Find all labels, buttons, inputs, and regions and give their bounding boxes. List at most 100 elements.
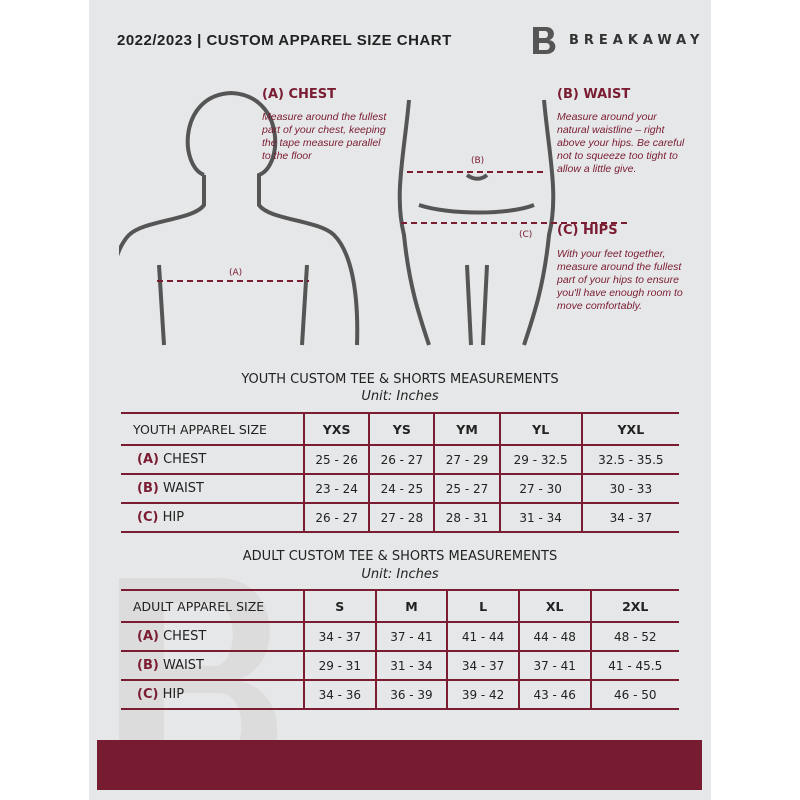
- brand-logo: BREAKAWAY: [529, 24, 704, 56]
- table-header-row: ADULT APPAREL SIZE S M L XL 2XL: [121, 589, 679, 623]
- table-cell: 39 - 42: [446, 679, 519, 710]
- table-cell: 34 - 36: [303, 679, 376, 710]
- text: (A): [137, 452, 159, 467]
- table-cell: 46 - 50: [589, 679, 679, 710]
- youth-table-title: YOUTH CUSTOM TEE & SHORTS MEASUREMENTS: [241, 372, 559, 387]
- youth-unit: Unit: Inches: [361, 389, 439, 404]
- brand-name: BREAKAWAY: [569, 32, 705, 48]
- text: HIP: [162, 510, 185, 525]
- body-diagram: (A) (B) (C): [119, 90, 631, 346]
- waist-instructions: Measure around your natural waistline – …: [557, 111, 685, 175]
- table-cell: 26 - 27: [302, 502, 370, 533]
- chest-heading: (A) CHEST: [262, 87, 337, 102]
- header-cell: YOUTH APPAREL SIZE: [121, 412, 304, 446]
- table-cell: 25 - 26: [302, 444, 370, 475]
- table-cell: 26 - 27: [368, 444, 435, 475]
- text: WAIST: [162, 658, 205, 673]
- table-row: (C) HIP 34 - 36 36 - 39 39 - 42 43 - 46 46 - …: [121, 679, 679, 710]
- table-cell: 36 - 39: [374, 679, 448, 710]
- text: [185, 90, 360, 346]
- text: [157, 264, 309, 346]
- table-cell: 27 - 28: [368, 502, 435, 533]
- waist-heading: (B) WAIST: [557, 87, 631, 102]
- text: HIP: [162, 687, 185, 702]
- table-cell: 31 - 34: [374, 650, 448, 681]
- text: (C): [137, 687, 159, 702]
- text: WAIST: [162, 481, 205, 496]
- header-cell: YL: [498, 412, 582, 446]
- waist-marker: (B): [471, 156, 484, 166]
- text: (B): [137, 658, 159, 673]
- youth-size-table: YOUTH APPAREL SIZE YXS YS YM YL YXL (A) CHES…: [121, 412, 679, 533]
- table-cell: 27 - 29: [433, 444, 500, 475]
- table-cell: 31 - 34: [498, 502, 582, 533]
- table-cell: 28 - 31: [433, 502, 500, 533]
- table-cell: (A) CHEST: [121, 621, 304, 652]
- table-cell: 37 - 41: [517, 650, 591, 681]
- table-cell: 34 - 37: [446, 650, 519, 681]
- table-row: (B) WAIST 23 - 24 24 - 25 25 - 27 27 - 30 30 …: [121, 473, 679, 504]
- text: [119, 175, 206, 257]
- table-row: (A) CHEST 34 - 37 37 - 41 41 - 44 44 - 48 48 …: [121, 621, 679, 652]
- size-chart-page: 2022/2023 | CUSTOM APPAREL SIZE CHART BR…: [89, 0, 711, 800]
- table-cell: (C) HIP: [121, 679, 304, 710]
- header-cell: YXL: [580, 412, 679, 446]
- text: [418, 203, 535, 215]
- text: CHEST: [163, 629, 207, 644]
- table-cell: 29 - 31: [303, 650, 376, 681]
- text: CHEST: [163, 452, 207, 467]
- header-cell: M: [374, 589, 448, 623]
- table-cell: (B) WAIST: [121, 650, 304, 681]
- table-cell: 44 - 48: [517, 621, 591, 652]
- table-cell: 32.5 - 35.5: [580, 444, 679, 475]
- adult-unit: Unit: Inches: [361, 567, 439, 582]
- text: (A): [137, 629, 159, 644]
- chest-instructions: Measure around the fullest part of your …: [262, 111, 387, 162]
- header-cell: S: [303, 589, 376, 623]
- adult-table-title: ADULT CUSTOM TEE & SHORTS MEASUREMENTS: [242, 549, 558, 564]
- text: (C): [137, 510, 159, 525]
- table-cell: 23 - 24: [302, 473, 370, 504]
- table-cell: 48 - 52: [589, 621, 679, 652]
- table-cell: 37 - 41: [374, 621, 448, 652]
- text: [533, 27, 556, 54]
- hips-marker: (C): [519, 230, 532, 240]
- page-title: 2022/2023 | CUSTOM APPAREL SIZE CHART: [117, 32, 452, 49]
- header-cell: L: [446, 589, 519, 623]
- table-cell: (C) HIP: [121, 502, 304, 533]
- table-cell: 41 - 44: [446, 621, 519, 652]
- table-cell: (B) WAIST: [121, 473, 304, 504]
- table-cell: 30 - 33: [580, 473, 679, 504]
- header-cell: 2XL: [589, 589, 679, 623]
- text: [522, 99, 556, 346]
- upper-body-silhouette: [119, 90, 360, 346]
- table-cell: 41 - 45.5: [589, 650, 679, 681]
- text: (B): [137, 481, 159, 496]
- table-row: (C) HIP 26 - 27 27 - 28 28 - 31 31 - 34 34 - …: [121, 502, 679, 533]
- table-cell: 25 - 27: [433, 473, 500, 504]
- table-cell: 43 - 46: [517, 679, 591, 710]
- header-cell: XL: [517, 589, 591, 623]
- footer-band: [97, 740, 702, 790]
- table-row: (A) CHEST 25 - 26 26 - 27 27 - 29 29 - 32.5 3…: [121, 444, 679, 475]
- table-header-row: YOUTH APPAREL SIZE YXS YS YM YL YXL: [121, 412, 679, 446]
- chest-marker: (A): [229, 268, 242, 278]
- table-cell: 34 - 37: [580, 502, 679, 533]
- hips-instructions: With your feet together, measure around …: [557, 248, 683, 312]
- text: [465, 264, 489, 346]
- header-cell: YM: [433, 412, 500, 446]
- table-cell: (A) CHEST: [121, 444, 304, 475]
- text: [465, 173, 489, 181]
- hips-heading: (C) HIPS: [557, 223, 618, 238]
- header-cell: ADULT APPAREL SIZE: [121, 589, 304, 623]
- text: [397, 99, 431, 346]
- table-row: (B) WAIST 29 - 31 31 - 34 34 - 37 37 - 41 41 …: [121, 650, 679, 681]
- header-cell: YS: [368, 412, 435, 446]
- table-cell: 24 - 25: [368, 473, 435, 504]
- adult-size-table: ADULT APPAREL SIZE S M L XL 2XL (A) CHEST 34 …: [121, 589, 679, 710]
- lower-body-silhouette: [397, 99, 556, 346]
- breakaway-b-icon: [533, 27, 556, 54]
- table-cell: 34 - 37: [303, 621, 376, 652]
- header-cell: YXS: [302, 412, 370, 446]
- table-cell: 27 - 30: [498, 473, 582, 504]
